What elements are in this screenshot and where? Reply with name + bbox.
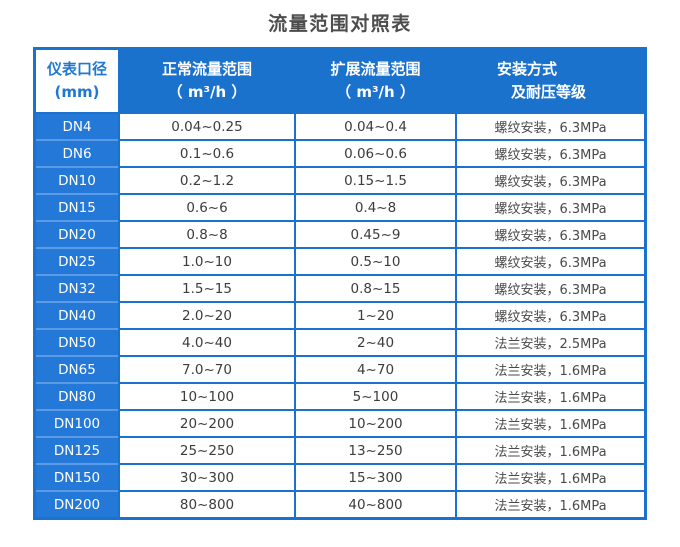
extended-flow-cell: 0.8~15 bbox=[296, 276, 455, 301]
row-label-cell: DN200 bbox=[36, 490, 118, 517]
install-cell: 螺纹安装，6.3MPa bbox=[457, 276, 644, 301]
normal-flow-cell: 0.8~8 bbox=[120, 222, 294, 247]
row-label-cell: DN25 bbox=[36, 247, 118, 274]
install-cell: 螺纹安装，6.3MPa bbox=[457, 141, 644, 166]
install-cell: 法兰安装，1.6MPa bbox=[457, 465, 644, 490]
install-cell: 法兰安装，1.6MPa bbox=[457, 384, 644, 409]
normal-flow-cell: 0.04~0.25 bbox=[120, 114, 294, 139]
row-label-cell: DN50 bbox=[36, 328, 118, 355]
header-line: （ m³/h ） bbox=[167, 83, 247, 101]
header-cell-diameter: 仪表口径 (mm) bbox=[36, 50, 118, 112]
row-label-cell: DN40 bbox=[36, 301, 118, 328]
header-cell-extended-flow: 扩展流量范围 （ m³/h ） bbox=[296, 50, 455, 112]
normal-flow-cell: 1.5~15 bbox=[120, 276, 294, 301]
normal-flow-cell: 2.0~20 bbox=[120, 303, 294, 328]
header-cell-normal-flow: 正常流量范围 （ m³/h ） bbox=[120, 50, 294, 112]
row-label-cell: DN100 bbox=[36, 409, 118, 436]
install-cell: 螺纹安装，6.3MPa bbox=[457, 222, 644, 247]
extended-flow-cell: 4~70 bbox=[296, 357, 455, 382]
row-label-cell: DN125 bbox=[36, 436, 118, 463]
extended-flow-cell: 0.4~8 bbox=[296, 195, 455, 220]
normal-flow-cell: 10~100 bbox=[120, 384, 294, 409]
flow-range-table: 仪表口径 (mm) 正常流量范围 （ m³/h ） 扩展流量范围 （ m³/h … bbox=[33, 47, 647, 520]
row-label-cell: DN6 bbox=[36, 139, 118, 166]
extended-flow-cell: 13~250 bbox=[296, 438, 455, 463]
extended-flow-cell: 5~100 bbox=[296, 384, 455, 409]
extended-flow-cell: 0.06~0.6 bbox=[296, 141, 455, 166]
install-cell: 法兰安装，1.6MPa bbox=[457, 411, 644, 436]
row-label-cell: DN4 bbox=[36, 114, 118, 139]
normal-flow-cell: 0.6~6 bbox=[120, 195, 294, 220]
install-cell: 螺纹安装，6.3MPa bbox=[457, 303, 644, 328]
header-line: 扩展流量范围 bbox=[330, 59, 421, 78]
extended-flow-cell: 2~40 bbox=[296, 330, 455, 355]
install-cell: 法兰安装，1.6MPa bbox=[457, 357, 644, 382]
header-line: 仪表口径 bbox=[46, 59, 107, 78]
header-line: 安装方式 bbox=[497, 59, 558, 78]
normal-flow-cell: 80~800 bbox=[120, 492, 294, 517]
install-cell: 螺纹安装，6.3MPa bbox=[457, 195, 644, 220]
normal-flow-cell: 30~300 bbox=[120, 465, 294, 490]
install-cell: 法兰安装，1.6MPa bbox=[457, 438, 644, 463]
extended-flow-cell: 15~300 bbox=[296, 465, 455, 490]
normal-flow-cell: 20~200 bbox=[120, 411, 294, 436]
header-cell-installation: 安装方式 及耐压等级 bbox=[457, 50, 644, 112]
extended-flow-cell: 10~200 bbox=[296, 411, 455, 436]
normal-flow-cell: 1.0~10 bbox=[120, 249, 294, 274]
normal-flow-cell: 4.0~40 bbox=[120, 330, 294, 355]
row-label-cell: DN20 bbox=[36, 220, 118, 247]
header-line: （ m³/h ） bbox=[336, 83, 415, 101]
page-title: 流量范围对照表 bbox=[268, 13, 412, 35]
extended-flow-cell: 0.5~10 bbox=[296, 249, 455, 274]
row-label-cell: DN65 bbox=[36, 355, 118, 382]
install-cell: 法兰安装，2.5MPa bbox=[457, 330, 644, 355]
extended-flow-cell: 40~800 bbox=[296, 492, 455, 517]
normal-flow-cell: 0.2~1.2 bbox=[120, 168, 294, 193]
header-line: 正常流量范围 bbox=[161, 59, 252, 78]
row-label-cell: DN80 bbox=[36, 382, 118, 409]
extended-flow-cell: 0.04~0.4 bbox=[296, 114, 455, 139]
row-label-cell: DN10 bbox=[36, 166, 118, 193]
normal-flow-cell: 7.0~70 bbox=[120, 357, 294, 382]
row-label-cell: DN32 bbox=[36, 274, 118, 301]
extended-flow-cell: 0.15~1.5 bbox=[296, 168, 455, 193]
normal-flow-cell: 25~250 bbox=[120, 438, 294, 463]
row-label-cell: DN150 bbox=[36, 463, 118, 490]
row-label-cell: DN15 bbox=[36, 193, 118, 220]
header-line: (mm) bbox=[54, 83, 100, 101]
install-cell: 法兰安装，1.6MPa bbox=[457, 492, 644, 517]
install-cell: 螺纹安装，6.3MPa bbox=[457, 168, 644, 193]
normal-flow-cell: 0.1~0.6 bbox=[120, 141, 294, 166]
install-cell: 螺纹安装，6.3MPa bbox=[457, 249, 644, 274]
extended-flow-cell: 1~20 bbox=[296, 303, 455, 328]
header-line: 及耐压等级 bbox=[511, 83, 587, 101]
extended-flow-cell: 0.45~9 bbox=[296, 222, 455, 247]
install-cell: 螺纹安装，6.3MPa bbox=[457, 114, 644, 139]
